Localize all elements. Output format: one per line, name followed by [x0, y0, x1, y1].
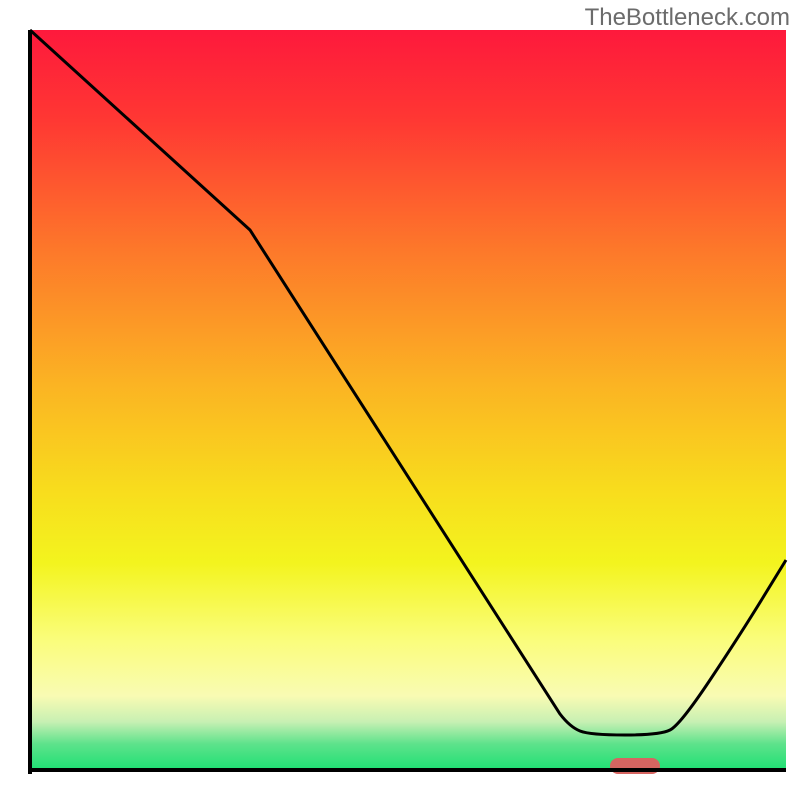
watermark-text: TheBottleneck.com: [585, 4, 790, 32]
chart-svg: [0, 0, 800, 800]
plot-background: [30, 30, 786, 770]
bottleneck-chart: TheBottleneck.com: [0, 0, 800, 800]
